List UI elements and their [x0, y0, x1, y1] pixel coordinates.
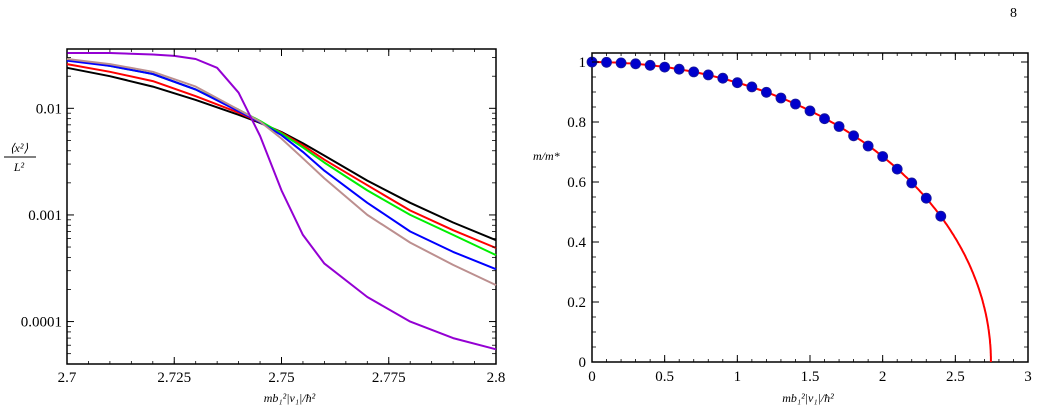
series-line-5 — [67, 52, 497, 351]
chart-right-group: 0 0.5 1 1.5 2 2.5 3 0 0.2 0.4 0.6 0.8 1 mb₁²|v₁|/ħ² m/… — [533, 52, 1032, 405]
x-axis-label: mb₁²|v₁|/ħ² — [782, 391, 834, 405]
data-point — [891, 163, 903, 175]
data-point — [761, 86, 772, 98]
y-tick-label: 0.2 — [567, 295, 586, 311]
x-tick-label: 2.75 — [268, 370, 294, 386]
data-point — [862, 140, 874, 152]
series-line-2 — [66, 58, 497, 257]
data-point — [804, 105, 816, 117]
x-tick-label: 2.725 — [157, 370, 191, 386]
data-point — [601, 56, 612, 68]
data-point — [630, 58, 641, 70]
data-point — [644, 59, 656, 71]
x-tick-label: 1 — [734, 369, 742, 385]
y-tick-label: 0.001 — [28, 208, 62, 224]
data-point — [906, 177, 918, 189]
series-line-4 — [66, 58, 497, 287]
chart-left-frame — [66, 48, 497, 365]
data-point — [702, 69, 714, 81]
data-point — [833, 121, 845, 132]
y-tick-label: 0.0001 — [21, 315, 62, 331]
chart-right-frame — [591, 52, 1029, 363]
data-point — [688, 66, 700, 78]
x-tick-label: 2.775 — [372, 370, 406, 386]
data-point — [746, 81, 758, 93]
x-tick-label: 2.7 — [58, 370, 77, 386]
x-tick-label: 2.5 — [946, 369, 965, 385]
y-tick-label: 0 — [579, 355, 587, 371]
x-axis-label: mb₁²|v₁|/ħ² — [264, 391, 316, 405]
data-point — [790, 98, 801, 110]
series-line-3 — [66, 59, 497, 271]
x-tick-label: 2 — [879, 369, 887, 385]
x-tick-label: 3 — [1024, 369, 1032, 385]
x-tick-label: 0 — [588, 369, 596, 385]
page-number: 8 — [1010, 6, 1017, 21]
x-tick-label: 1.5 — [801, 369, 820, 385]
data-point — [731, 77, 743, 89]
y-axis-label-numerator: ⟨x²⟩ — [10, 141, 29, 155]
data-point — [819, 113, 830, 125]
y-tick-label: 0.4 — [567, 235, 586, 251]
data-point — [615, 57, 627, 69]
data-point — [877, 151, 889, 162]
chart-left-group: 2.7 2.725 2.75 2.775 2.8 0.0001 0.001 0.01 mb₁²|… — [4, 48, 506, 405]
data-point — [659, 61, 671, 73]
data-point — [775, 92, 787, 104]
data-point — [920, 192, 932, 204]
y-axis-label-denominator: L² — [13, 160, 25, 174]
x-tick-label: 2.8 — [487, 370, 506, 386]
y-tick-label: 0.6 — [567, 175, 586, 191]
y-axis-label: m/m* — [533, 149, 560, 163]
y-tick-label: 1 — [579, 55, 587, 71]
y-tick-label: 0.8 — [567, 115, 586, 131]
data-point — [935, 210, 947, 222]
data-point — [717, 72, 729, 84]
data-point — [848, 130, 859, 142]
x-tick-label: 0.5 — [655, 369, 674, 385]
y-tick-label: 0.01 — [36, 101, 62, 117]
data-point — [673, 63, 685, 75]
series-line-1 — [66, 63, 497, 249]
series-line-0 — [66, 66, 497, 242]
